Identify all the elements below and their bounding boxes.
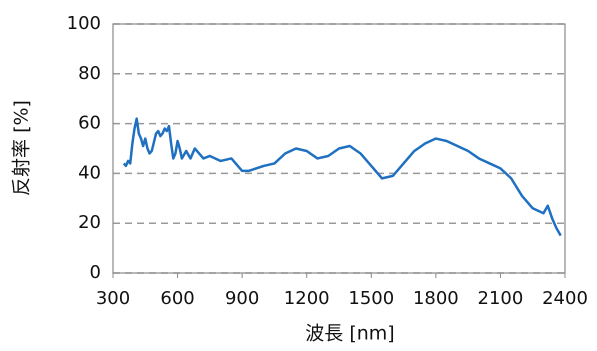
x-tick-label: 2400	[542, 288, 588, 309]
y-axis-title: 反射率 [%]	[11, 100, 33, 196]
x-tick-label: 2100	[478, 288, 524, 309]
data-line	[122, 117, 562, 237]
x-tick-label: 600	[160, 288, 194, 309]
x-tick-label: 900	[225, 288, 259, 309]
y-tick-label: 20	[78, 212, 101, 233]
y-tick-label: 60	[78, 113, 101, 134]
x-tick-label: 1200	[284, 288, 330, 309]
y-tick-label: 40	[78, 162, 101, 183]
x-axis-title: 波長 [nm]	[305, 323, 394, 345]
plot-frame	[112, 23, 566, 274]
y-tick-label: 0	[90, 262, 101, 283]
y-tick-label: 80	[78, 63, 101, 84]
x-tick-label: 1800	[413, 288, 459, 309]
x-tick-label: 300	[96, 288, 130, 309]
y-tick-label: 100	[67, 13, 101, 34]
x-tick-label: 1500	[348, 288, 394, 309]
